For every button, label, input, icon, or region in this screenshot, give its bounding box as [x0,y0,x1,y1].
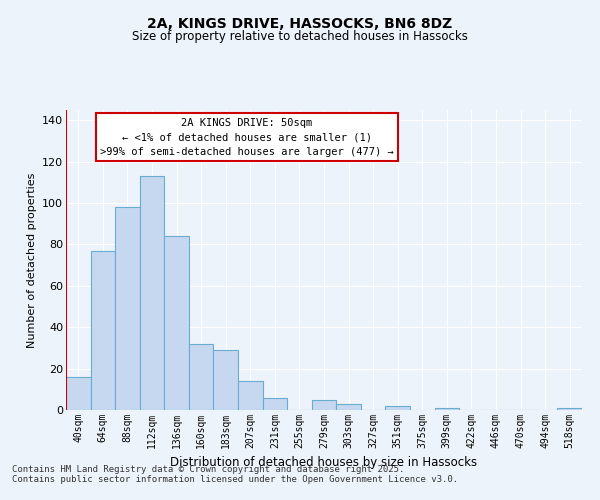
Text: Contains public sector information licensed under the Open Government Licence v3: Contains public sector information licen… [12,476,458,484]
Bar [312,400,336,410]
Bar [164,236,189,410]
Bar [263,398,287,410]
Bar [91,250,115,410]
Bar [189,344,214,410]
X-axis label: Distribution of detached houses by size in Hassocks: Distribution of detached houses by size … [170,456,478,469]
Text: Contains HM Land Registry data © Crown copyright and database right 2025.: Contains HM Land Registry data © Crown c… [12,466,404,474]
Bar [434,408,459,410]
Bar [66,377,91,410]
Bar [238,381,263,410]
Bar [385,406,410,410]
Y-axis label: Number of detached properties: Number of detached properties [26,172,37,348]
Text: 2A, KINGS DRIVE, HASSOCKS, BN6 8DZ: 2A, KINGS DRIVE, HASSOCKS, BN6 8DZ [148,18,452,32]
Bar [557,408,582,410]
Bar [214,350,238,410]
Text: Size of property relative to detached houses in Hassocks: Size of property relative to detached ho… [132,30,468,43]
Bar [140,176,164,410]
Bar [115,207,140,410]
Bar [336,404,361,410]
Text: 2A KINGS DRIVE: 50sqm
← <1% of detached houses are smaller (1)
>99% of semi-deta: 2A KINGS DRIVE: 50sqm ← <1% of detached … [100,118,394,157]
